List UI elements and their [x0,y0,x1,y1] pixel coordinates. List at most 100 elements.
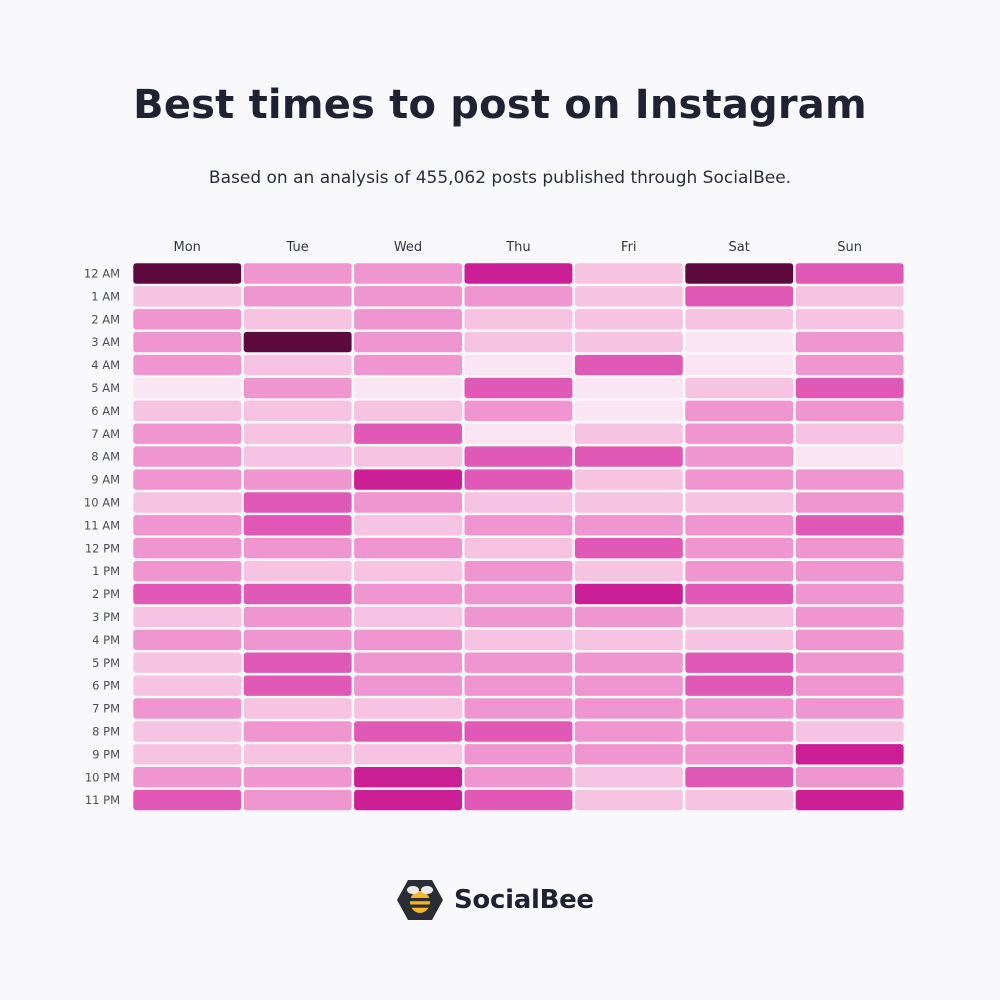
heatmap-cell [685,286,794,307]
heatmap-cell [133,515,242,536]
y-tick-label: 10 PM [85,770,120,784]
heatmap-cell [243,789,352,811]
heatmap-cell [133,263,242,284]
heatmap-cell [243,583,352,605]
heatmap-cell [574,538,683,559]
heatmap-cell [133,698,242,719]
heatmap-cell [574,492,683,513]
heatmap-cell [243,377,352,399]
heatmap-cell [685,629,794,650]
heatmap-cell [243,400,352,421]
heatmap-cell [685,400,794,421]
heatmap-cell [133,629,242,650]
heatmap-cell [685,652,794,673]
heatmap-cell [354,263,462,284]
heatmap-cell [354,629,462,650]
heatmap-cell [464,698,573,719]
heatmap-cell [464,629,573,650]
heatmap-cell [464,767,573,788]
heatmap-cell [133,675,242,696]
x-tick-label: Sun [837,240,862,255]
heatmap-cell [574,767,683,788]
heatmap-cell [354,354,462,376]
heatmap-cell [354,446,462,467]
heatmap-cell [354,744,462,765]
y-tick-label: 3 PM [92,610,120,624]
heatmap-cell [795,286,904,307]
heatmap-cell [795,606,904,628]
heatmap-cell [574,629,683,650]
heatmap-cell [795,423,904,444]
heatmap-cell [795,400,904,421]
heatmap-cell [133,583,242,605]
y-tick-label: 6 AM [91,404,120,418]
heatmap-cell [133,538,242,559]
heatmap-cell [795,583,904,605]
heatmap-cell [354,331,462,353]
heatmap-cell [574,698,683,719]
heatmap-cell [685,789,794,811]
heatmap-cell [133,309,242,330]
heatmap-cell [243,263,352,284]
y-tick-label: 1 AM [91,289,120,303]
heatmap-cell [133,721,242,742]
heatmap-cell [795,331,904,353]
heatmap-cell [464,354,573,376]
heatmap-cell [574,309,683,330]
heatmap-cell [574,675,683,696]
heatmap-cell [685,354,794,376]
brand-name: SocialBee [454,885,594,915]
heatmap-cell [795,652,904,673]
heatmap-cell [354,400,462,421]
heatmap-cell [133,423,242,444]
heatmap-cell [574,744,683,765]
x-tick-label: Mon [173,240,200,255]
y-tick-label: 5 AM [91,381,120,395]
heatmap-cell [574,331,683,353]
heatmap-cell [133,400,242,421]
heatmap-cell [795,263,904,284]
heatmap-cell [685,561,794,582]
heatmap-cell [574,515,683,536]
heatmap-cell [795,446,904,467]
heatmap-cell [685,263,794,284]
y-tick-label: 1 PM [92,564,120,578]
heatmap-cell [574,789,683,811]
y-tick-label: 9 AM [91,473,120,487]
y-tick-label: 7 PM [92,702,120,716]
heatmap-cell [464,286,573,307]
heatmap-cell [354,469,462,490]
heatmap-cell [354,492,462,513]
heatmap-cell [574,583,683,605]
heatmap-cell [795,789,904,811]
y-tick-label: 9 PM [92,747,120,761]
x-tick-label: Thu [505,240,530,255]
heatmap-cell [464,331,573,353]
heatmap-cell [354,652,462,673]
y-tick-label: 12 AM [84,266,120,280]
heatmap-cell [795,538,904,559]
heatmap-cell [464,469,573,490]
x-tick-label: Wed [394,240,422,255]
y-tick-label: 8 AM [91,450,120,464]
y-tick-label: 10 AM [84,495,120,509]
heatmap-cell [685,744,794,765]
heatmap-cell [574,652,683,673]
heatmap-cell [354,721,462,742]
heatmap-cell [243,652,352,673]
heatmap-cell [354,309,462,330]
heatmap-cell [464,423,573,444]
heatmap-cell [133,561,242,582]
heatmap-cell [685,538,794,559]
heatmap-cell [685,469,794,490]
y-tick-label: 11 PM [85,793,120,807]
heatmap-cell [133,789,242,811]
heatmap-cell [685,767,794,788]
heatmap-cell [354,767,462,788]
heatmap-cell [133,286,242,307]
heatmap-cell [354,606,462,628]
heatmap-cell [795,354,904,376]
heatmap-cell [795,492,904,513]
heatmap-cell [133,492,242,513]
heatmap-cell [243,331,352,353]
